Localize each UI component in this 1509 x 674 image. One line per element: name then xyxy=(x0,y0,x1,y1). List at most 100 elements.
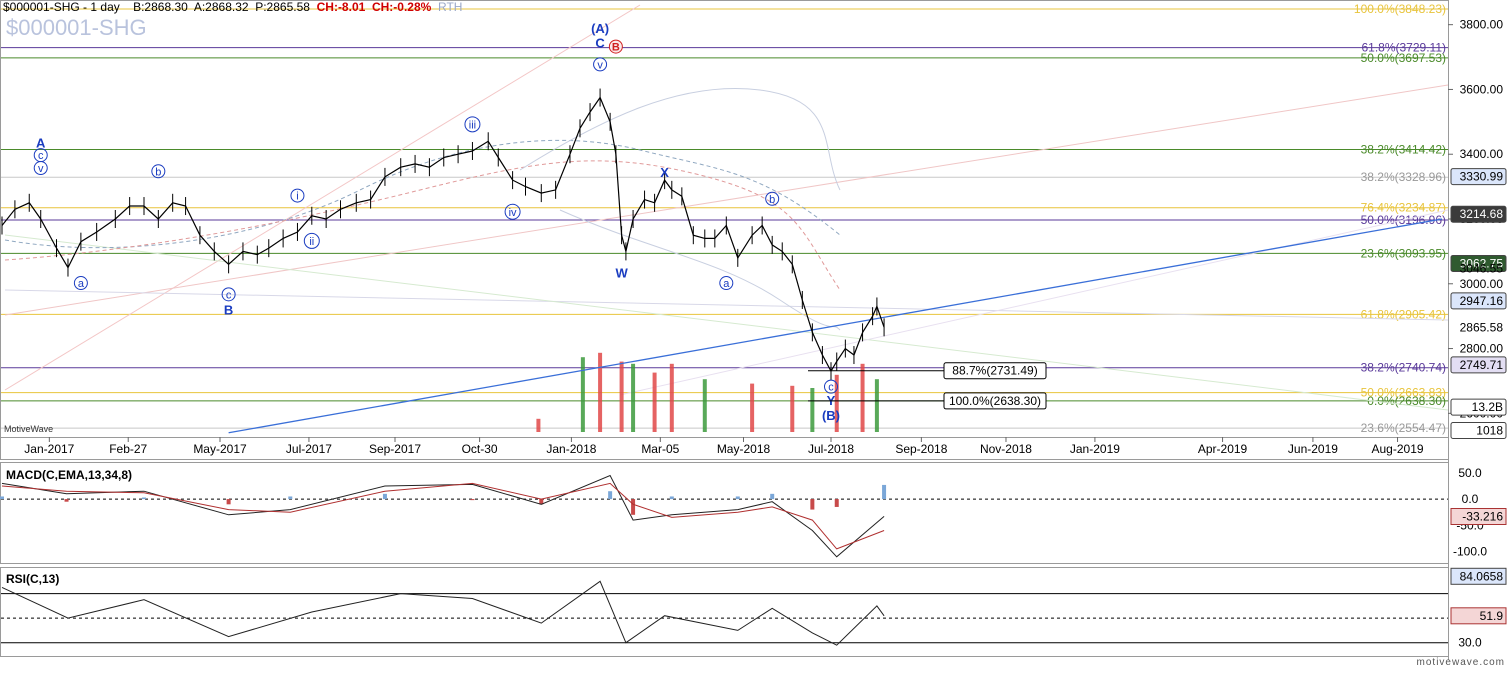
price-tick-label: 3600.00 xyxy=(1460,82,1504,96)
axis-tag-label: 2947.16 xyxy=(1460,294,1504,308)
macd-tick-label: 50.0 xyxy=(1458,466,1482,480)
wave-label-circle xyxy=(33,161,48,176)
fib-level-label: 23.6%(3093.95) xyxy=(1361,246,1446,260)
wave-label-circle xyxy=(824,379,839,394)
fib-level-label: 50.0%(3697.53) xyxy=(1361,51,1446,65)
macd-histogram-bar xyxy=(141,497,146,500)
macd-histogram-bar xyxy=(735,496,740,500)
rsi-value-label: 51.9 xyxy=(1480,609,1504,623)
time-tick-label: Mar-05 xyxy=(641,442,679,456)
boxed-level-box xyxy=(943,362,1047,380)
boxed-level-label: 100.0%(2638.30) xyxy=(949,394,1041,408)
volume-bar xyxy=(652,372,657,432)
wave-label: c xyxy=(226,289,232,301)
wave-label: a xyxy=(723,278,730,290)
time-tick-label: May-2017 xyxy=(193,442,247,456)
wave-label-circle xyxy=(303,232,320,249)
rsi-tick-label: 30.0 xyxy=(1458,636,1482,650)
volume-bar xyxy=(790,385,795,432)
wave-label-circle xyxy=(290,188,305,203)
volume-bar xyxy=(702,379,707,432)
axis-tag-label: 2749.71 xyxy=(1460,358,1504,372)
symbol-title: $000001-SHG - 1 day xyxy=(3,0,120,14)
wave-label-circle xyxy=(151,164,166,179)
volume-bars xyxy=(536,352,879,432)
fib-level-label: 38.2%(2740.74) xyxy=(1361,361,1446,375)
macd-tick-label: 0.0 xyxy=(1462,492,1479,506)
envelope-lower xyxy=(559,209,841,331)
fibonacci-levels: 100.0%(3848.23) 61.8%(3729.11)50.0%(3697.… xyxy=(1,2,1448,435)
session-label: RTH xyxy=(438,0,463,14)
time-tick-label: Jan-2018 xyxy=(546,442,596,456)
time-axis[interactable]: Jan-2017 Feb-27 May-2017 Jul-2017 Sep-2017 Oc… xyxy=(24,437,1424,456)
volume-bar xyxy=(669,363,674,432)
wave-label-circle xyxy=(719,276,734,291)
axis-tag-label: 1018 xyxy=(1476,423,1503,437)
price-line xyxy=(1,96,885,373)
rsi-title: RSI(C,13) xyxy=(6,572,60,586)
fib-level-label: 61.8%(2905.42) xyxy=(1361,307,1446,321)
macd-histogram-bar xyxy=(0,496,4,500)
axis-tag-label: 3062.75 xyxy=(1460,256,1504,270)
envelope-upper xyxy=(519,87,841,191)
macd-histogram-bar xyxy=(470,499,475,501)
macd-value-tag xyxy=(1450,507,1507,525)
volume-bar xyxy=(810,388,815,432)
brand-label: MotiveWave xyxy=(4,424,54,434)
wave-label-circle xyxy=(504,203,521,220)
time-tick-label: Nov-2018 xyxy=(980,442,1032,456)
macd-histogram-bar xyxy=(882,484,887,500)
wave-label: (A) xyxy=(591,21,609,36)
macd-histogram-bar xyxy=(669,496,674,500)
fib-level-label: 38.2%(3328.96) xyxy=(1361,170,1446,184)
wave-label: X xyxy=(660,165,669,180)
wave-label: b xyxy=(769,194,775,206)
wave-label: v xyxy=(38,163,44,175)
time-tick-label: Apr-2019 xyxy=(1198,442,1248,456)
macd-histogram-bar xyxy=(810,499,815,510)
axis-tag-box xyxy=(1450,205,1507,223)
macd-value-label: -33.216 xyxy=(1462,509,1503,523)
fib-level-label: 76.4%(3234.87) xyxy=(1361,201,1446,215)
macd-signal-line xyxy=(1,482,885,550)
axis-tag-box xyxy=(1450,168,1507,186)
volume-bar xyxy=(536,418,541,432)
price-tick-label: 2800.00 xyxy=(1460,342,1504,356)
time-tick-label: Aug-2019 xyxy=(1372,442,1424,456)
wave-label: v xyxy=(597,59,603,71)
symbol-header: $000001-SHG - 1 day B:2868.30 A:2868.32 … xyxy=(3,0,462,14)
wave-label: (B) xyxy=(822,408,840,423)
wave-label: c xyxy=(828,382,834,394)
macd-line xyxy=(1,474,885,558)
macd-histogram-bar xyxy=(631,499,636,515)
macd-histogram-bar xyxy=(770,493,775,500)
axis-tag-label: 13.2B xyxy=(1472,400,1503,414)
channel-line xyxy=(4,234,1449,411)
footer-url: motivewave.com xyxy=(1416,657,1505,668)
axis-tag-label: 3214.68 xyxy=(1460,207,1504,221)
wave-label-circle xyxy=(73,276,88,291)
fib-level-label: 38.2%(3414.42) xyxy=(1361,143,1446,157)
last-price: P:2865.58 xyxy=(255,0,310,14)
wave-label: B xyxy=(224,303,233,318)
macd-histogram-bar xyxy=(834,499,839,507)
change-value: CH:-8.01 xyxy=(316,0,366,14)
macd-indicator: 50.00.0-50.0-100.0-33.216 xyxy=(0,466,1507,559)
fib-level-label: 100.0%(3848.23) xyxy=(1354,2,1446,16)
volume-bar xyxy=(874,379,879,432)
wave-label: ii xyxy=(309,236,314,248)
fib-level-label: 0.0%(2638.30) xyxy=(1367,394,1446,408)
macd-histogram-bar xyxy=(64,499,69,502)
time-tick-label: Sep-2017 xyxy=(369,442,421,456)
wave-label: W xyxy=(615,265,628,280)
wave-label: c xyxy=(38,150,44,162)
boxed-level-label: 88.7%(2731.49) xyxy=(952,364,1037,378)
time-tick-label: Jan-2019 xyxy=(1070,442,1120,456)
price-tick-label: 3000.00 xyxy=(1460,277,1504,291)
fib-level-label: 61.8%(3729.11) xyxy=(1361,41,1446,55)
wave-label-circle xyxy=(221,287,236,302)
volume-bar xyxy=(580,357,585,432)
trendline[interactable] xyxy=(228,218,1443,434)
